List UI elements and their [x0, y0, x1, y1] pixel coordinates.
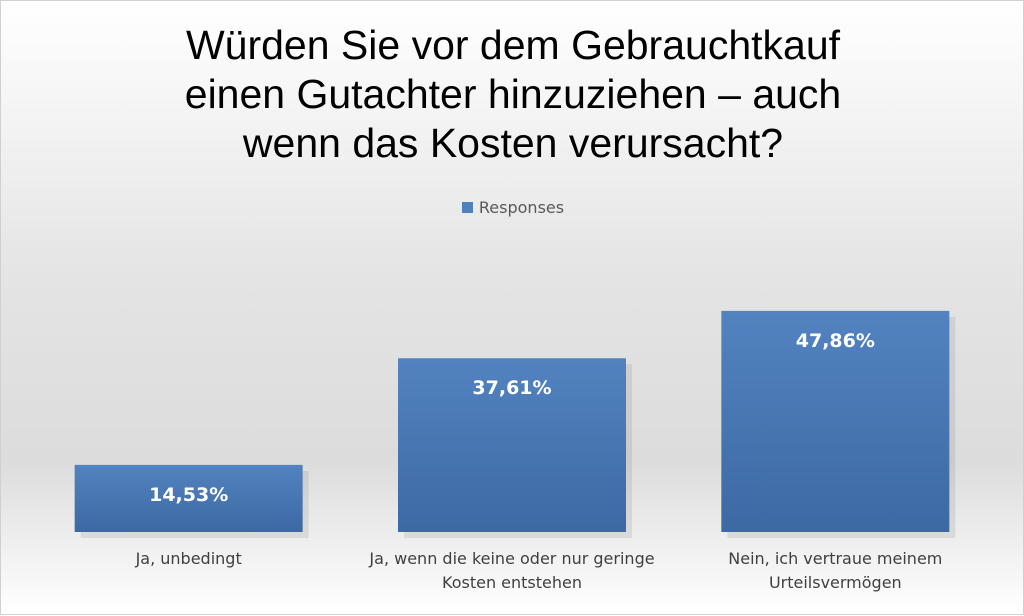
legend-swatch — [461, 202, 473, 213]
bar — [721, 310, 950, 532]
x-tick-label-line: Nein, ich vertraue meinem — [728, 549, 943, 568]
bar — [74, 464, 303, 532]
data-label: 14,53% — [149, 484, 228, 506]
data-label: 47,86% — [796, 330, 875, 352]
data-label: 37,61% — [472, 377, 551, 399]
title-line: Würden Sie vor dem Gebrauchtkauf — [185, 22, 841, 68]
x-tick-label: Nein, ich vertraue meinem Urteilsvermögen — [675, 547, 995, 595]
x-tick-label: Ja, wenn die keine oder nur geringe Koste… — [352, 547, 672, 595]
x-tick-label: Ja, unbedingt — [29, 547, 349, 571]
x-tick-label-line: Ja, unbedingt — [135, 549, 242, 568]
x-tick-label-line: Ja, wenn die keine oder nur geringe — [369, 549, 655, 568]
legend: Responses — [1, 198, 1024, 217]
title-line: wenn das Kosten verursacht? — [242, 120, 784, 166]
x-tick-label-line: Urteilsvermögen — [768, 573, 902, 592]
legend-label: Responses — [478, 198, 565, 217]
title-line: einen Gutachter hinzuziehen – auch — [184, 71, 842, 117]
bar — [398, 358, 626, 532]
chart-title: Würden Sie vor dem Gebrauchtkauf einen G… — [1, 21, 1024, 168]
x-tick-label-line: Kosten entstehen — [442, 573, 582, 592]
